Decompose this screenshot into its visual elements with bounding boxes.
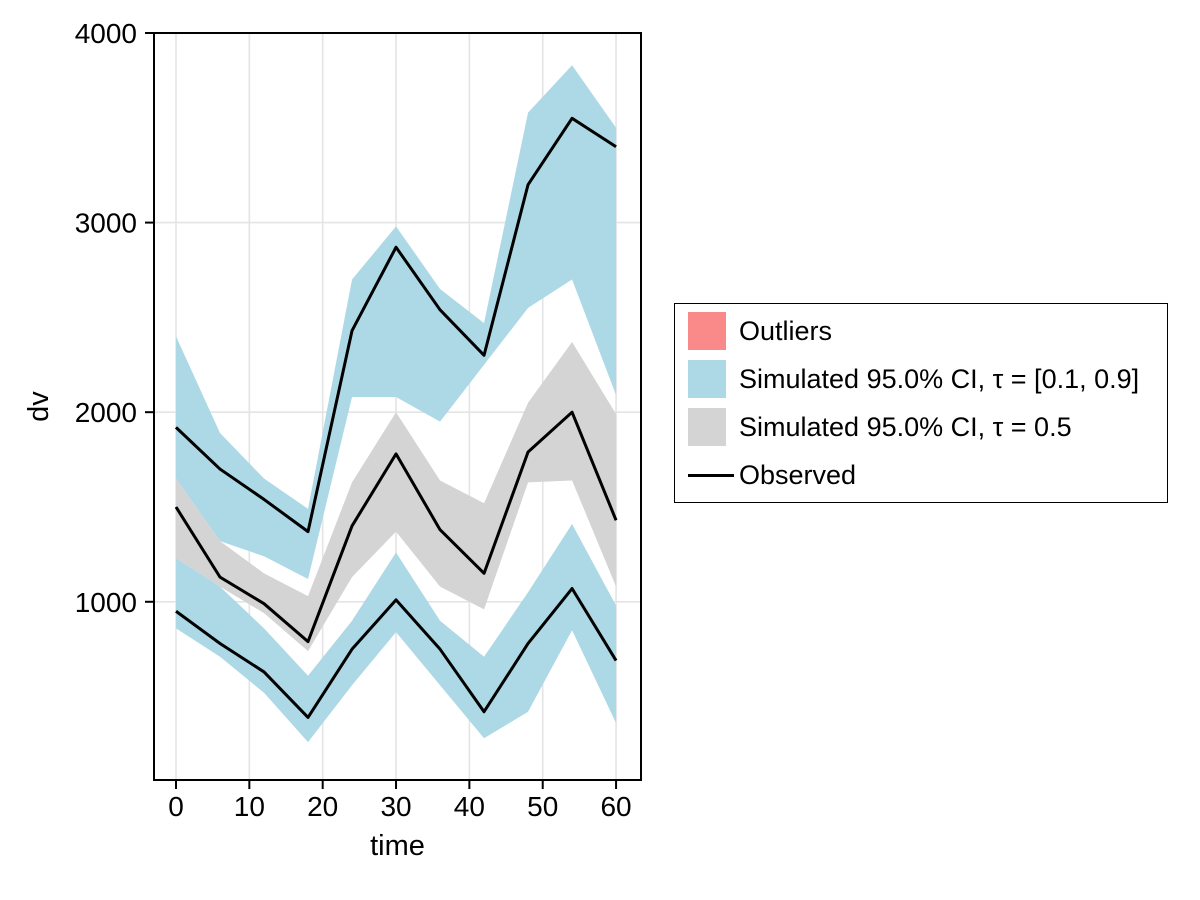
band-simulated-ci-median — [176, 342, 617, 652]
legend-item-observed: Observed — [688, 451, 1167, 499]
y-tick-label: 2000 — [75, 397, 137, 428]
x-tick-label: 10 — [234, 791, 265, 822]
band-simulated-ci-upper-quantile — [176, 65, 617, 580]
outliers-swatch — [688, 312, 726, 350]
x-axis-title: time — [370, 830, 425, 862]
legend-swatch-box — [688, 408, 739, 446]
x-tick-label: 50 — [527, 791, 558, 822]
line-observed-median — [174, 410, 618, 644]
legend-swatch-box — [688, 360, 739, 398]
legend-item-simulated-ci-median: Simulated 95.0% CI, τ = 0.5 — [688, 403, 1167, 451]
x-tick-label: 20 — [307, 791, 338, 822]
legend-label-observed: Observed — [739, 459, 857, 490]
legend: Outliers Simulated 95.0% CI, τ = [0.1, 0… — [674, 303, 1168, 503]
plot-frame — [153, 32, 642, 781]
y-axis-title: dv — [23, 391, 55, 422]
observed-line-swatch — [688, 473, 734, 477]
y-tick-label: 4000 — [75, 18, 137, 49]
legend-swatch-box — [688, 473, 739, 477]
simulated-ci-median-swatch — [688, 408, 726, 446]
x-tick-label: 30 — [380, 791, 411, 822]
simulated-ci-outer-swatch — [688, 360, 726, 398]
legend-item-outliers: Outliers — [688, 307, 1167, 355]
line-observed-lower-quantile — [175, 587, 618, 719]
legend-label-simulated-ci-median: Simulated 95.0% CI, τ = 0.5 — [739, 411, 1072, 442]
y-tick-label: 1000 — [75, 587, 137, 618]
legend-item-simulated-ci-outer: Simulated 95.0% CI, τ = [0.1, 0.9] — [688, 355, 1167, 403]
legend-label-simulated-ci-outer: Simulated 95.0% CI, τ = [0.1, 0.9] — [739, 363, 1140, 394]
line-observed-upper-quantile — [174, 116, 617, 534]
x-tick-label: 60 — [600, 791, 631, 822]
band-simulated-ci-lower-quantile — [176, 524, 617, 743]
x-tick-label: 40 — [454, 791, 485, 822]
y-tick-label: 3000 — [75, 208, 137, 239]
legend-swatch-box — [688, 312, 739, 350]
x-tick-label: 0 — [168, 791, 184, 822]
legend-label-outliers: Outliers — [739, 315, 833, 346]
